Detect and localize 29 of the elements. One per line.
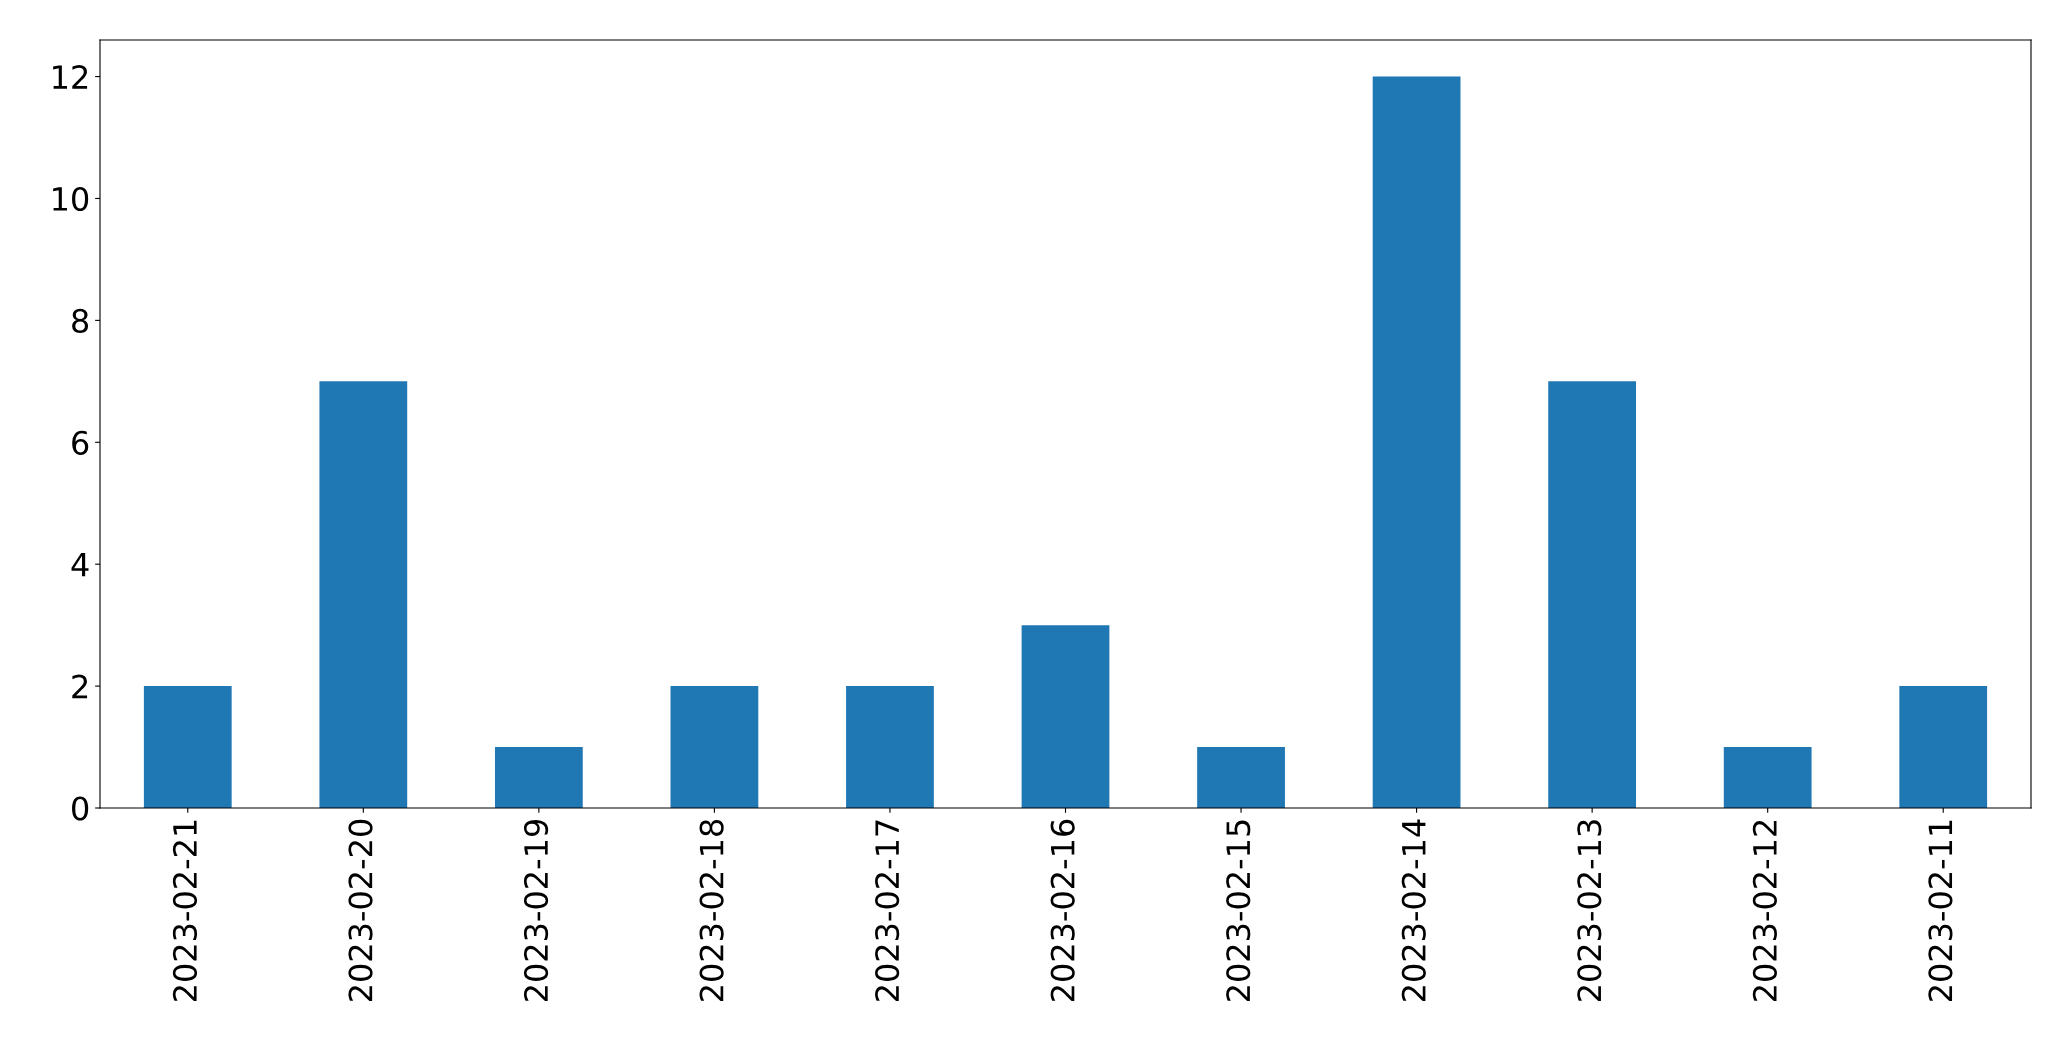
x-tick-label: 2023-02-18	[699, 819, 724, 1002]
bar	[670, 686, 759, 808]
x-tick-label: 2023-02-17	[875, 820, 900, 1002]
y-tick-label: 0	[72, 796, 89, 821]
bar	[1899, 686, 1988, 808]
bar	[1021, 625, 1110, 808]
bar	[1723, 747, 1812, 808]
y-tick-label: 4	[71, 553, 89, 577]
x-tick-label: 2023-02-13	[1577, 820, 1602, 1002]
x-tick-label: 2023-02-20	[348, 819, 373, 1002]
y-tick-label: 8	[72, 308, 89, 333]
bar	[494, 747, 583, 808]
y-tick-label: 10	[53, 186, 89, 212]
y-tick-label: 6	[72, 430, 89, 455]
y-tick-label: 12	[53, 65, 88, 89]
bar	[846, 686, 934, 808]
x-tick-label: 2023-02-19	[523, 819, 549, 1002]
x-tick-label: 2023-02-16	[1050, 819, 1075, 1002]
bar	[1197, 747, 1285, 808]
y-tick-label: 2	[72, 674, 88, 699]
x-tick-label: 2023-02-21	[172, 820, 198, 1002]
bar	[1548, 381, 1637, 808]
x-tick-label: 2023-02-14	[1401, 819, 1426, 1002]
x-tick-label: 2023-02-12	[1752, 820, 1777, 1002]
x-tick-label: 2023-02-11	[1928, 820, 1953, 1002]
bar	[319, 381, 408, 808]
bar	[1372, 76, 1461, 808]
bar	[143, 686, 232, 808]
x-tick-label: 2023-02-15	[1226, 820, 1251, 1002]
